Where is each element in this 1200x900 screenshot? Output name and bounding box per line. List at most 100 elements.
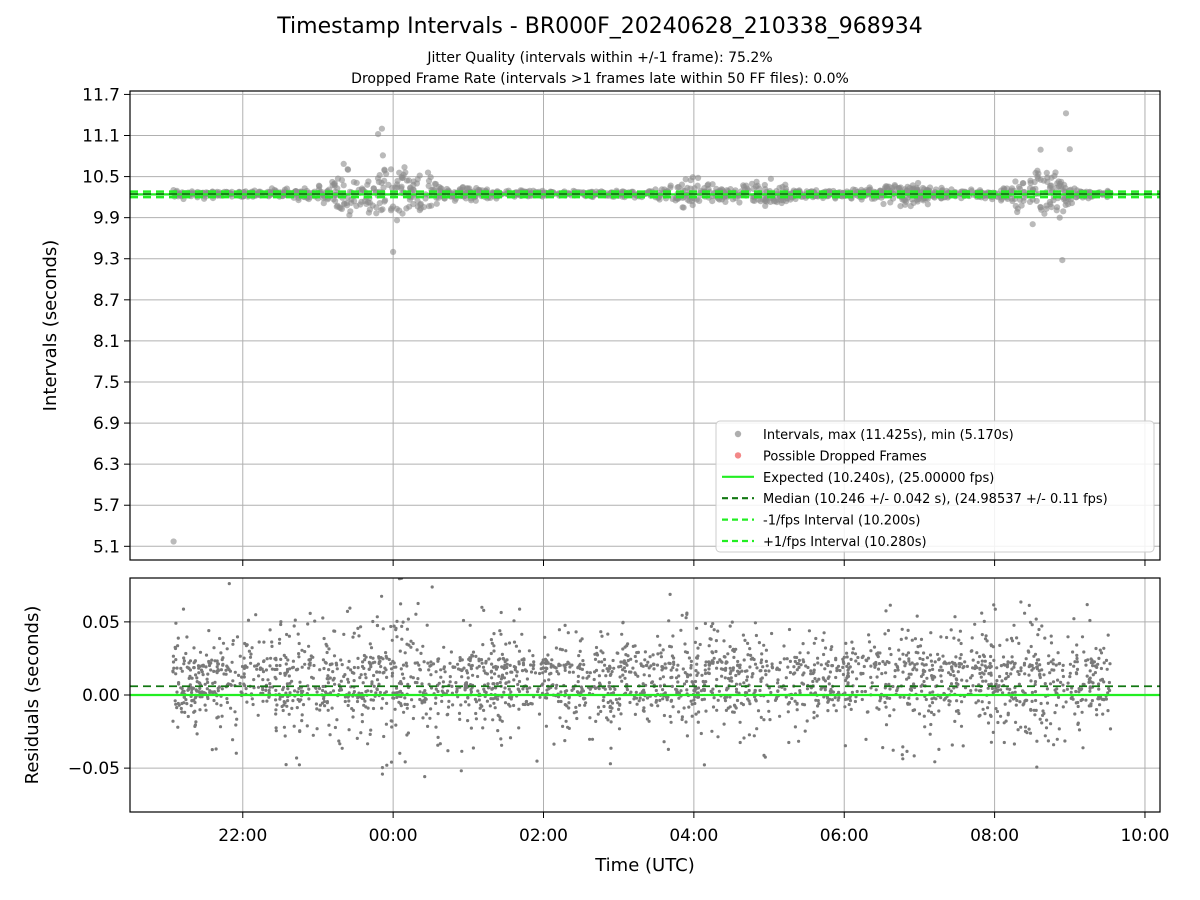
residual-point: [1026, 649, 1030, 653]
residual-point: [1055, 737, 1059, 741]
residual-point: [606, 700, 610, 705]
residual-point: [1084, 663, 1088, 667]
residual-point: [257, 640, 261, 644]
residual-point: [476, 689, 480, 693]
interval-point: [887, 199, 894, 206]
residual-point: [1029, 644, 1033, 649]
residual-point: [224, 668, 228, 672]
residual-point: [1091, 681, 1095, 685]
residual-point: [505, 671, 509, 675]
residual-point: [515, 674, 519, 678]
residual-point: [1075, 653, 1079, 658]
residual-point: [505, 662, 509, 666]
residual-point: [986, 686, 990, 690]
residual-point: [969, 689, 973, 693]
residual-point: [307, 644, 311, 648]
residual-point: [843, 705, 847, 709]
residual-point: [496, 697, 500, 701]
residual-point: [959, 724, 964, 728]
residual-point: [504, 681, 508, 686]
residual-point: [311, 733, 315, 737]
residual-point: [180, 669, 184, 673]
residual-point: [258, 667, 262, 672]
residual-point: [393, 707, 397, 711]
residual-point: [823, 667, 827, 671]
residual-point: [231, 639, 235, 643]
residual-point: [175, 666, 179, 670]
residual-point: [1019, 600, 1023, 604]
residual-reference-lines: [130, 685, 1160, 697]
residual-point: [1046, 739, 1050, 743]
residual-point: [637, 699, 641, 703]
residual-point: [303, 662, 307, 666]
residual-point: [1033, 680, 1038, 684]
residual-point: [745, 675, 750, 679]
residual-point: [369, 728, 373, 732]
residual-point: [227, 668, 231, 672]
residual-point: [502, 690, 506, 694]
residual-point: [278, 671, 282, 676]
residual-point: [767, 709, 771, 713]
residual-point: [747, 733, 752, 737]
residual-point: [427, 682, 431, 686]
x-tick-label: 10:00: [1120, 826, 1169, 846]
residual-point: [933, 760, 937, 764]
residual-point: [929, 722, 933, 727]
residual-point: [182, 701, 186, 705]
residual-point: [672, 660, 676, 664]
interval-point: [897, 203, 904, 210]
residual-point: [682, 706, 686, 710]
residual-point: [196, 664, 201, 668]
residual-point: [215, 702, 219, 706]
residual-point: [1017, 672, 1021, 677]
residual-point: [937, 709, 941, 713]
residual-point: [984, 666, 989, 670]
residual-point: [704, 709, 708, 713]
residual-point: [907, 676, 911, 680]
residual-point: [398, 689, 403, 694]
residual-point: [499, 610, 503, 615]
residual-point: [907, 672, 911, 676]
residual-point: [666, 747, 671, 752]
residual-point: [507, 641, 512, 645]
residual-point: [729, 676, 733, 680]
residual-point: [282, 725, 286, 729]
residual-point: [1049, 660, 1053, 664]
interval-point: [773, 199, 781, 206]
residual-point: [749, 653, 753, 658]
residual-point: [278, 637, 282, 641]
residual-point: [297, 686, 301, 691]
residual-point: [193, 700, 197, 705]
residual-point: [1041, 709, 1045, 713]
residual-point: [1015, 698, 1019, 703]
residual-point: [298, 680, 302, 684]
residual-point: [395, 619, 399, 624]
residual-point: [965, 679, 969, 683]
residual-point: [907, 659, 911, 663]
legend-entry-label: -1/fps Interval (10.200s): [763, 514, 920, 529]
interval-point: [331, 182, 338, 189]
residual-point: [1104, 658, 1109, 663]
residual-point: [695, 662, 699, 666]
residual-point: [249, 661, 253, 665]
residual-point: [188, 674, 192, 679]
residual-point: [912, 754, 916, 758]
residual-point: [558, 716, 562, 720]
residual-point: [1068, 675, 1072, 679]
residual-point: [930, 701, 935, 705]
residual-point: [471, 650, 476, 654]
residual-point: [947, 703, 951, 707]
residual-point: [173, 699, 177, 703]
residual-point: [641, 708, 646, 713]
residual-point: [754, 699, 758, 703]
residual-point: [448, 680, 452, 684]
residual-point: [759, 679, 763, 684]
residual-point: [716, 660, 720, 665]
residual-point: [193, 659, 197, 663]
residual-point: [724, 708, 729, 713]
residual-point: [182, 659, 186, 663]
residual-point: [337, 739, 341, 743]
residual-point: [300, 648, 304, 652]
residual-point: [709, 689, 713, 694]
residual-point: [960, 678, 964, 682]
